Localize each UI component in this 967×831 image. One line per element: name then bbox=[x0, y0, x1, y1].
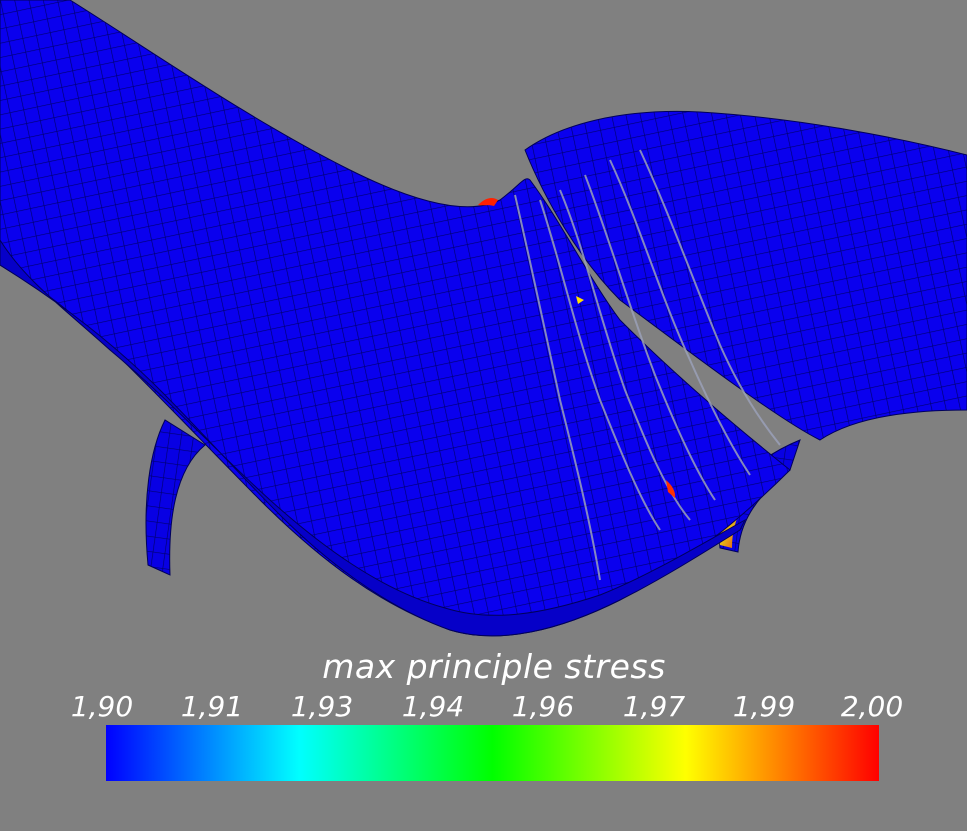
tick-label: 1,91 bbox=[180, 690, 244, 723]
tick-label: 2,00 bbox=[840, 690, 904, 723]
left-support-leg bbox=[145, 419, 206, 576]
tick-label: 1,96 bbox=[511, 690, 575, 723]
tick-label: 1,94 bbox=[401, 690, 465, 723]
shell-mesh bbox=[0, 0, 967, 637]
legend-title: max principle stress bbox=[322, 647, 666, 686]
tick-label: 1,93 bbox=[290, 690, 354, 723]
tick-label: 1,97 bbox=[622, 690, 686, 723]
colorbar bbox=[106, 725, 879, 781]
tick-label: 1,90 bbox=[70, 690, 134, 723]
tick-label: 1,99 bbox=[732, 690, 796, 723]
